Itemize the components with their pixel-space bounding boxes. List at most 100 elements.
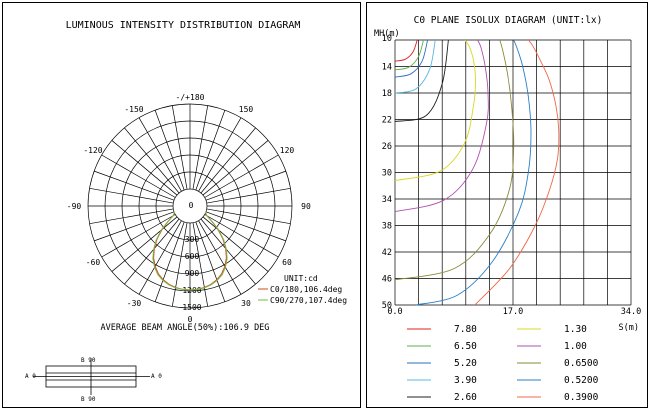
isolux-curve-1.00	[394, 39, 489, 213]
isolux-curve-7.80	[394, 39, 418, 62]
polar-spoke	[154, 221, 185, 302]
legend-label: 5.20	[454, 358, 477, 369]
y-tick-label: 18	[382, 89, 392, 99]
radial-label: 300	[185, 235, 200, 244]
isolux-curve-5.20	[394, 39, 429, 78]
legend-label: 3.90	[454, 375, 477, 386]
angle-label: -90	[67, 202, 82, 211]
center-label: 0	[189, 201, 194, 210]
angle-label: 0	[188, 315, 193, 324]
isolux-chart: C0 PLANE ISOLUX DIAGRAM (UNIT:lx) MH(m)10…	[374, 15, 641, 403]
polar-spoke	[206, 187, 291, 204]
y-tick-label: 30	[382, 169, 392, 179]
polar-spoke	[94, 211, 175, 242]
polar-spoke	[101, 214, 176, 258]
polar-spoke	[198, 220, 242, 295]
radial-label: 1500	[182, 303, 201, 312]
legend-label: 6.50	[454, 341, 477, 352]
isolux-curve-6.50	[394, 39, 424, 71]
legend-label: C90/270,107.4deg	[270, 296, 347, 305]
polar-spoke	[192, 222, 209, 307]
polar-spoke	[202, 140, 269, 196]
polar-spoke	[138, 117, 182, 192]
angle-label: 150	[239, 105, 254, 114]
polar-spoke	[200, 218, 256, 285]
isolux-curve-3.90	[394, 39, 436, 94]
polar-spoke	[204, 154, 279, 198]
legend-label: 0.3900	[564, 392, 599, 403]
angle-label: -30	[127, 299, 142, 308]
polar-spoke	[205, 211, 286, 242]
unit-label: UNIT:cd	[284, 274, 318, 283]
y-tick-label: 50	[382, 301, 392, 311]
polar-spoke	[138, 220, 182, 295]
polar-spoke	[192, 105, 209, 190]
legend-label: 1.30	[564, 324, 587, 335]
x-tick-label: 17.0	[503, 307, 523, 317]
beam-angle-text: AVERAGE BEAM ANGLE(50%):106.9 DEG	[101, 323, 270, 333]
y-axis-label: MH(m)	[374, 29, 400, 39]
symbol-label-bottom: B 90	[81, 396, 96, 403]
y-tick-label: 14	[382, 63, 392, 73]
y-tick-label: 10	[382, 34, 392, 44]
x-axis-label: S(m)	[619, 323, 639, 333]
legend-label: 0.5200	[564, 375, 599, 386]
polar-spoke	[205, 170, 286, 201]
polar-spoke	[195, 221, 226, 302]
isolux-curve-0.3900	[474, 39, 560, 306]
legend-label: 0.6500	[564, 358, 599, 369]
symbol-label-top: B 90	[81, 357, 96, 364]
y-tick-label: 42	[382, 248, 392, 258]
angle-label: -150	[124, 105, 143, 114]
angle-label: 120	[280, 146, 295, 155]
chart-title: LUMINOUS INTENSITY DISTRIBUTION DIAGRAM	[66, 20, 301, 31]
radial-label: 1200	[182, 286, 201, 295]
isolux-curve-1.30	[394, 39, 476, 181]
angle-label: -120	[83, 146, 102, 155]
polar-spoke	[202, 216, 269, 272]
symbol-label-left: A 0	[25, 373, 36, 380]
y-tick-label: 38	[382, 222, 392, 232]
legend-label: 7.80	[454, 324, 477, 335]
legend-label: 2.60	[454, 392, 477, 403]
angle-label: 30	[241, 299, 251, 308]
angle-label: -/+180	[176, 93, 205, 102]
angle-label: -60	[86, 258, 101, 267]
symbol-label-right: A 0	[151, 373, 162, 380]
polar-spoke	[154, 110, 185, 191]
y-tick-label: 26	[382, 142, 392, 152]
polar-spoke	[171, 222, 188, 307]
polar-spoke	[111, 216, 178, 272]
y-tick-label: 22	[382, 116, 392, 126]
polar-spoke	[89, 187, 174, 204]
angle-label: 90	[301, 202, 311, 211]
polar-spoke	[206, 208, 291, 225]
legend-label: C0/180,106.4deg	[270, 285, 342, 294]
intensity-curve-c90	[152, 211, 228, 291]
polar-spoke	[101, 154, 176, 198]
polar-spoke	[198, 117, 242, 192]
polar-spoke	[124, 127, 180, 194]
polar-chart: LUMINOUS INTENSITY DISTRIBUTION DIAGRAM -…	[25, 20, 347, 403]
y-tick-label: 34	[382, 195, 392, 205]
polar-spoke	[195, 110, 226, 191]
y-tick-label: 46	[382, 275, 392, 285]
polar-spoke	[124, 218, 180, 285]
x-tick-label: 34.0	[621, 307, 641, 317]
isolux-panel: C0 PLANE ISOLUX DIAGRAM (UNIT:lx) MH(m) 10…	[366, 2, 648, 408]
isolux-curve-0.5200	[415, 39, 532, 306]
radial-label: 600	[185, 252, 200, 261]
chart-title: C0 PLANE ISOLUX DIAGRAM (UNIT:lx)	[414, 15, 603, 26]
legend-label: 1.00	[564, 341, 587, 352]
x-tick-label: 0.0	[387, 307, 402, 317]
intensity-distribution-panel: LUMINOUS INTENSITY DISTRIBUTION DIAGRAM -…	[2, 2, 361, 408]
polar-spoke	[171, 105, 188, 190]
polar-spoke	[94, 170, 175, 201]
polar-spoke	[89, 208, 174, 225]
polar-spoke	[111, 140, 178, 196]
isolux-curve-2.60	[394, 39, 449, 122]
isolux-curve-0.6500	[394, 39, 515, 281]
polar-spoke	[200, 127, 256, 194]
angle-label: 60	[282, 258, 292, 267]
radial-label: 900	[185, 269, 200, 278]
